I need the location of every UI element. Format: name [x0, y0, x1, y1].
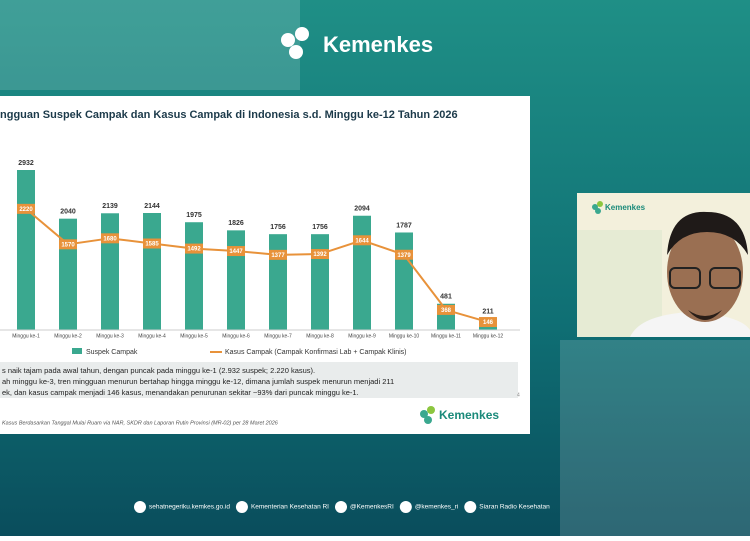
header-logo: Kemenkes [281, 27, 433, 59]
footer-icon [235, 501, 248, 513]
logo-text: Kemenkes [605, 203, 646, 212]
line-label: 1570 [61, 242, 75, 248]
bar-label: 2144 [144, 203, 160, 210]
x-tick-label: Minggu ke-4 [138, 333, 166, 339]
line-label: 368 [441, 308, 452, 314]
line-label-box [185, 243, 203, 254]
x-tick-label: Minggu ke-3 [96, 333, 124, 339]
line-label: 1585 [145, 242, 159, 248]
page-number: 4 [517, 392, 520, 398]
footer-link: @kemenkes_ri [415, 504, 458, 511]
bar [59, 218, 77, 330]
bar [101, 213, 119, 330]
footer-link: sehatnegeriku.kemkes.go.id [149, 504, 230, 511]
logo-text: Kemenkes [439, 408, 499, 422]
line-label: 1377 [271, 253, 285, 259]
bar-label: 1787 [396, 222, 412, 229]
bar-label: 1975 [186, 212, 202, 219]
line-label: 1392 [313, 252, 327, 258]
line-label: 1379 [397, 253, 411, 259]
x-tick-label: Minggu ke-8 [306, 333, 334, 339]
bar-label: 1826 [228, 220, 244, 227]
bullet: ek, dan kasus campak menjadi 146 kasus, … [2, 388, 359, 397]
source: Kasus Berdasarkan Tanggal Mulai Ruam via… [2, 420, 279, 426]
footer-link: Siaran Radio Kesehatan [479, 504, 550, 511]
bar-label: 211 [482, 308, 493, 315]
x-tick-label: Minggu ke-9 [348, 333, 376, 339]
footer-link: Kementerian Kesehatan RI [251, 504, 329, 511]
x-tick-label: Minggu ke-5 [180, 333, 208, 339]
bullet: ah minggu ke-3, tren mingguan menurun be… [2, 377, 394, 386]
bar [311, 234, 329, 330]
x-tick-label: Minggu ke-1 [12, 333, 40, 339]
line-label-box [479, 317, 497, 328]
x-tick-label: Minggu ke-12 [473, 333, 504, 339]
bar-label: 2139 [102, 203, 118, 210]
logo-text: Kemenkes [323, 32, 433, 57]
line-label-box [353, 235, 371, 246]
line-label-box [269, 249, 287, 260]
footer-icon [464, 501, 477, 513]
webcam: Kemenkes [577, 193, 750, 337]
bar [143, 213, 161, 330]
bar [227, 230, 245, 330]
line-label: 1644 [355, 238, 369, 244]
bar [185, 222, 203, 330]
line-label: 2220 [19, 207, 33, 213]
line-label-box [395, 249, 413, 260]
x-tick-label: Minggu ke-11 [431, 333, 461, 339]
bar-label: 1756 [312, 224, 328, 231]
x-tick-label: Minggu ke-6 [222, 333, 250, 339]
footer: sehatnegeriku.kemkes.go.id Kementerian Ke… [134, 501, 550, 513]
x-tick-label: Minggu ke-7 [264, 333, 292, 339]
legend-label: Suspek Campak [86, 349, 138, 356]
footer-icon [399, 501, 412, 513]
footer-icon [134, 501, 146, 513]
footer-link: @KemenkesRI [350, 504, 394, 511]
bar [395, 232, 413, 330]
bar-label: 2040 [60, 209, 76, 216]
line-label: 1492 [187, 247, 201, 253]
bar [353, 215, 371, 330]
line-label-box [311, 249, 329, 260]
line-label: 1680 [103, 236, 117, 242]
bar-label: 2094 [354, 206, 370, 213]
line-label-box [59, 239, 77, 250]
line-label: 1447 [229, 249, 243, 255]
line-label: 146 [483, 320, 494, 326]
line-label-box [101, 233, 119, 244]
line-label-box [437, 304, 455, 315]
bar-label: 481 [440, 294, 452, 301]
line-label-box [143, 238, 161, 249]
slide-logo: Kemenkes [420, 406, 499, 424]
line-label-box [227, 246, 245, 257]
footer-icon [335, 501, 347, 513]
chart-title: ngguan Suspek Campak dan Kasus Campak di… [0, 109, 458, 121]
bar [17, 170, 35, 330]
line-label-box [17, 203, 35, 214]
bullet: s naik tajam pada awal tahun, dengan pun… [2, 366, 315, 375]
legend-label: Kasus Campak (Campak Konfirmasi Lab + Ca… [225, 349, 407, 356]
x-tick-label: Minggu ke-2 [54, 333, 82, 339]
bar-label: 1756 [270, 224, 286, 231]
legend-swatch [72, 348, 82, 354]
summary-box [0, 362, 518, 398]
x-tick-label: Minggu ke-10 [389, 333, 420, 339]
bar-label: 2932 [18, 160, 34, 167]
bar [269, 234, 287, 330]
